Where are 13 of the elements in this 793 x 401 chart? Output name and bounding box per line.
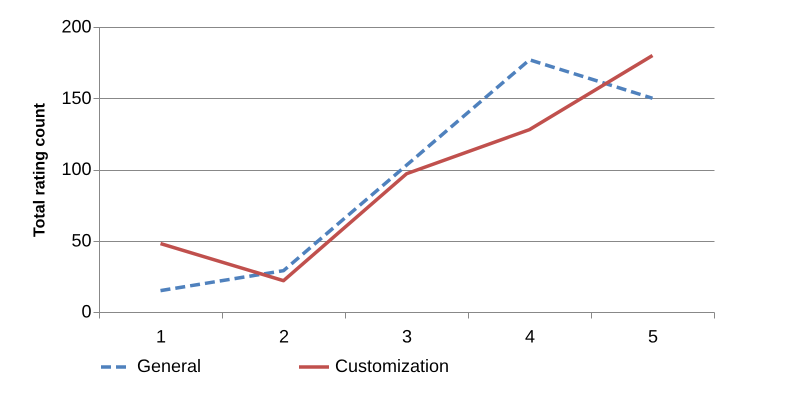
y-tick-label: 0 <box>81 302 92 322</box>
y-axis-title: Total rating count <box>31 102 48 237</box>
x-tick-label: 4 <box>524 326 536 346</box>
x-tick-label: 1 <box>156 326 166 346</box>
y-tick-label: 50 <box>71 230 92 250</box>
y-tick-label: 150 <box>61 88 92 108</box>
legend-label: Customization <box>335 356 450 376</box>
x-tick-label: 5 <box>648 326 658 346</box>
y-tick-label: 200 <box>61 16 92 36</box>
legend-label: General <box>137 356 202 376</box>
x-tick-label: 3 <box>402 326 412 346</box>
x-tick-label: 2 <box>278 326 290 346</box>
y-tick-label: 100 <box>61 159 92 179</box>
